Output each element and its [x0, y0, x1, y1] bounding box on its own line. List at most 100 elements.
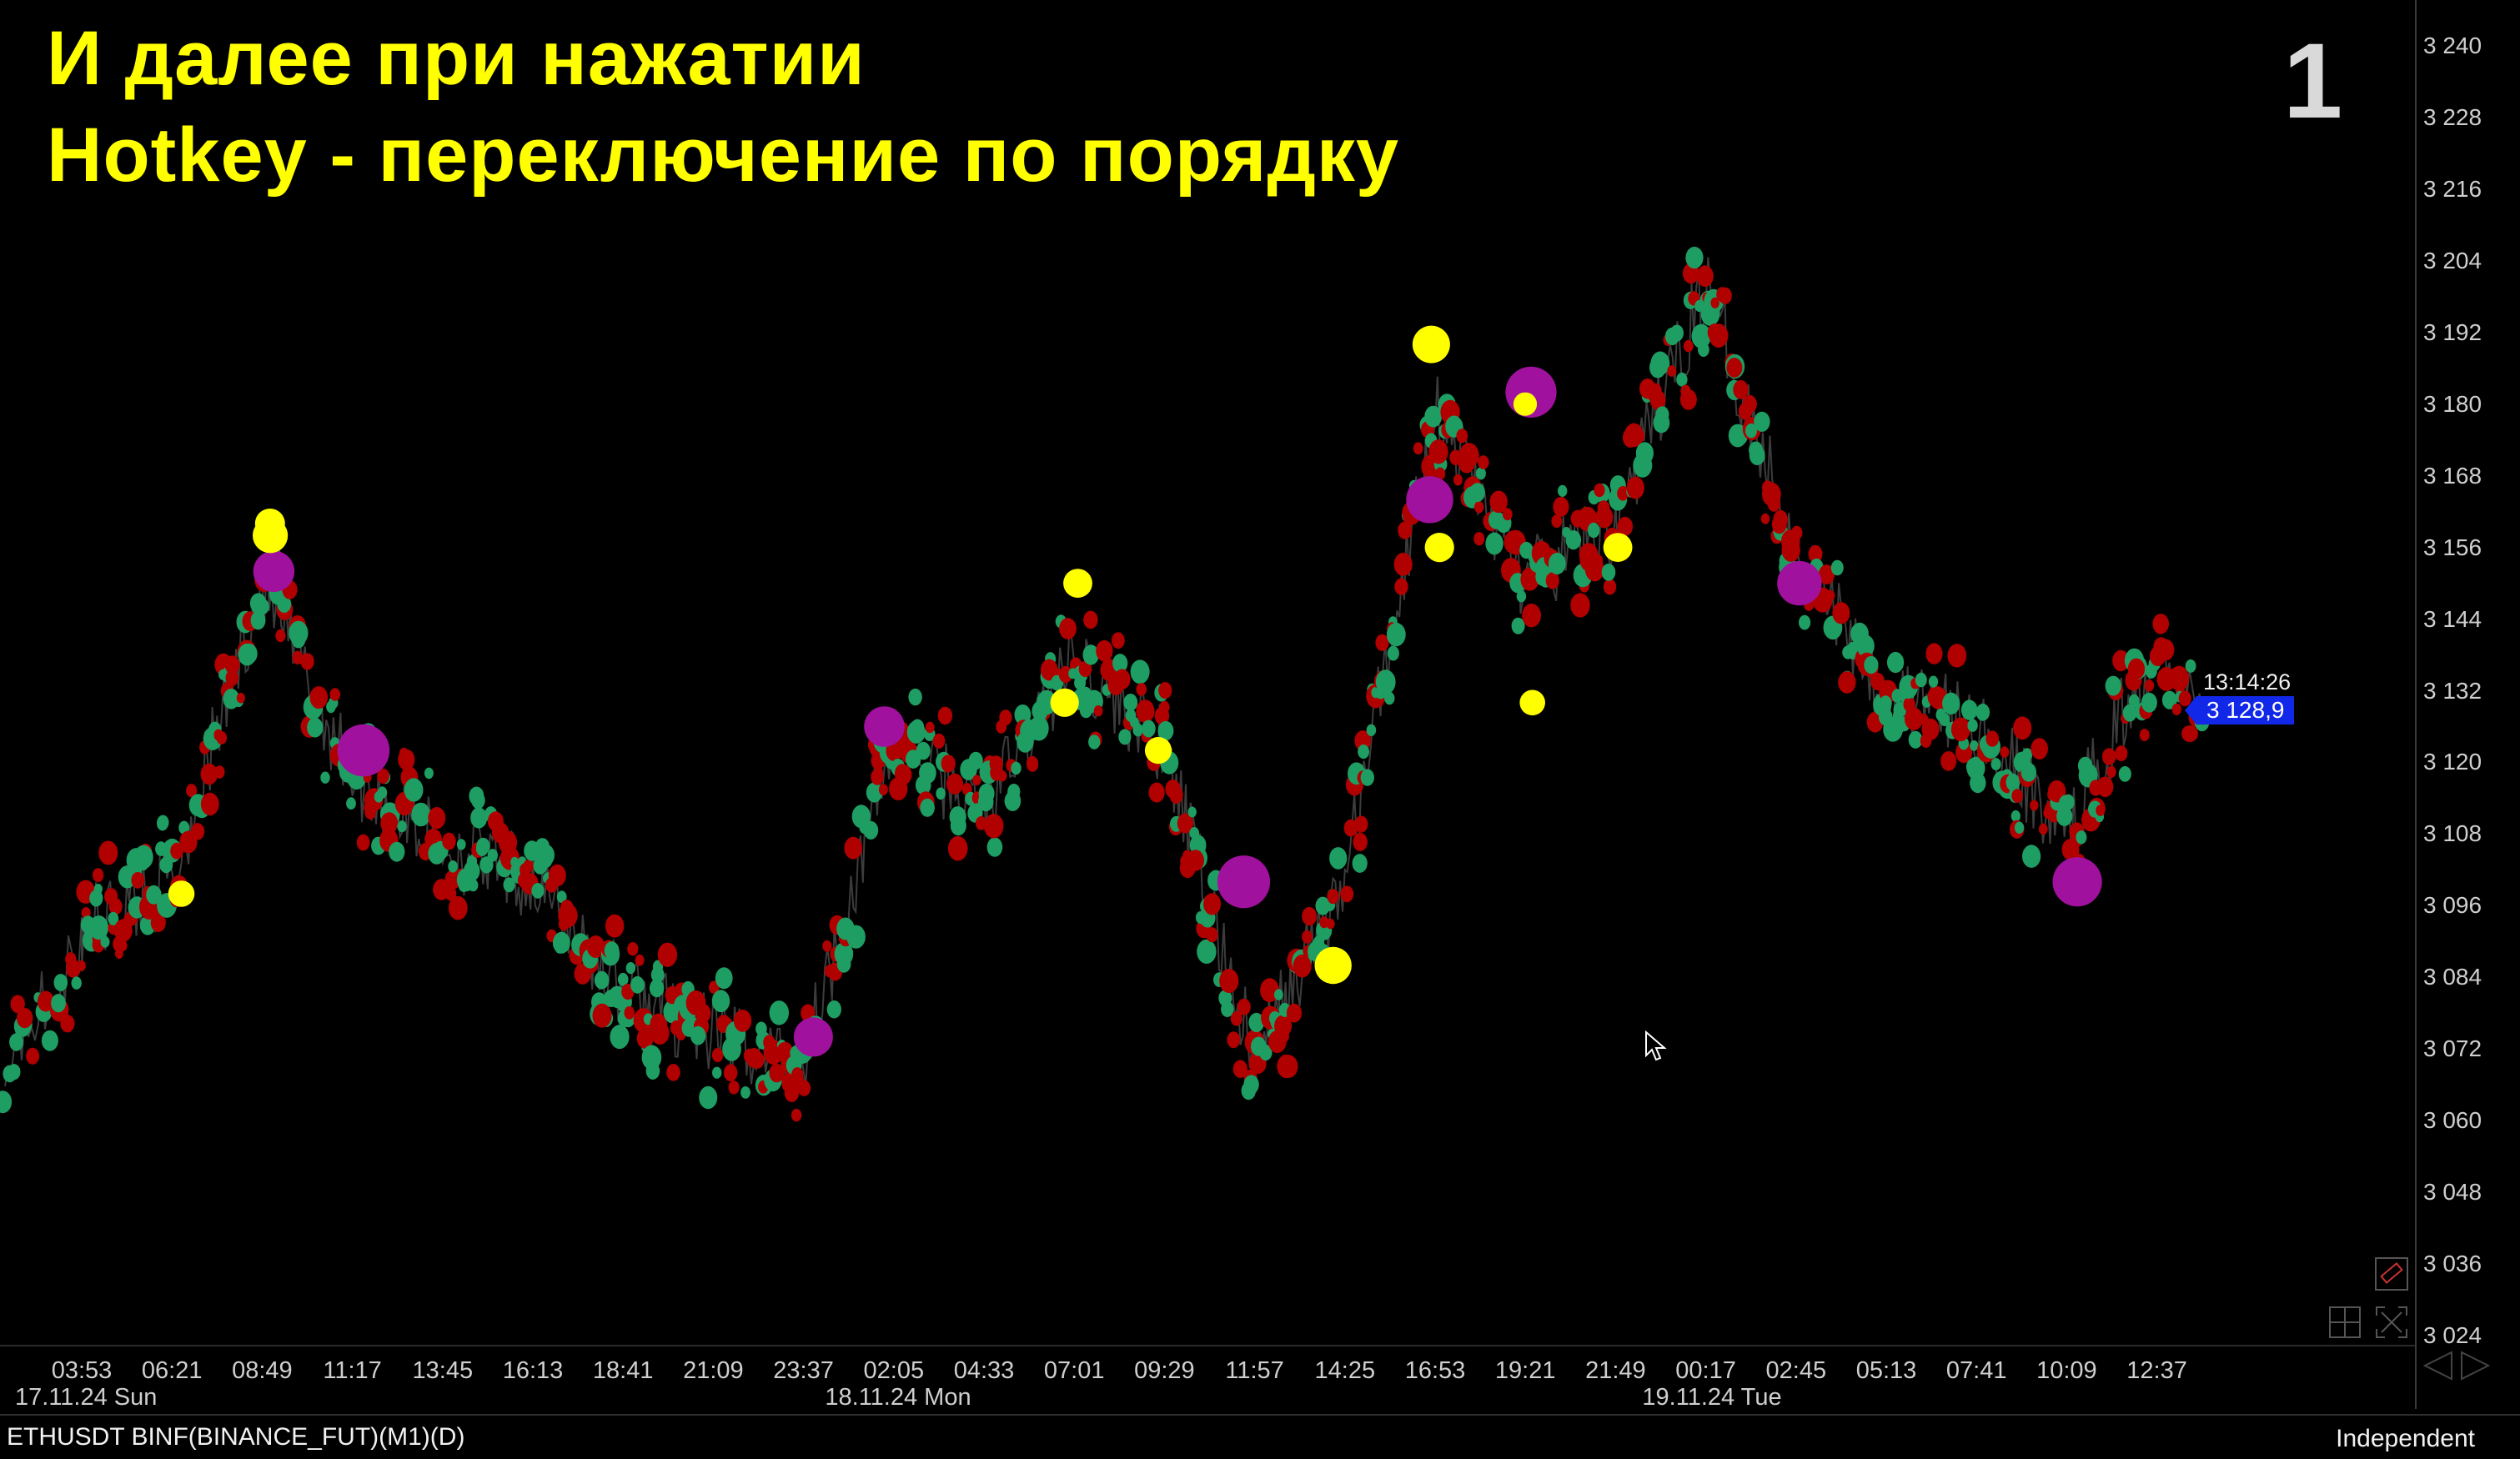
price-axis[interactable]: [2415, 0, 2520, 1409]
fit-screen-icon[interactable]: [2373, 1304, 2410, 1341]
sell-cluster-dot: [118, 940, 128, 952]
grid-icon[interactable]: [2327, 1304, 2363, 1341]
price-tick-label: 3 240: [2423, 33, 2482, 58]
buy-cluster-dot: [1601, 564, 1616, 581]
sell-cluster-dot: [1905, 707, 1923, 730]
price-tick-label: 3 132: [2423, 677, 2482, 704]
huge-trade-bubble[interactable]: [1777, 560, 1822, 606]
large-trade-bubble[interactable]: [1144, 737, 1172, 765]
time-tick-label: 09:29: [1134, 1357, 1195, 1384]
buy-cluster-dot: [411, 802, 431, 827]
buy-cluster-dot: [487, 849, 498, 862]
sell-cluster-dot: [878, 784, 888, 795]
sell-cluster-dot: [1398, 521, 1413, 539]
scale-mode-label[interactable]: Independent: [2336, 1425, 2475, 1452]
sell-cluster-dot: [65, 952, 77, 966]
sell-cluster-dot: [1093, 705, 1103, 717]
ruler-icon[interactable]: [2375, 1257, 2408, 1291]
scroll-arrows-icon[interactable]: [2420, 1347, 2493, 1384]
sell-cluster-dot: [224, 655, 240, 674]
sell-cluster-dot: [1177, 813, 1193, 834]
buy-cluster-dot: [740, 1086, 750, 1099]
sell-cluster-dot: [380, 812, 399, 835]
sell-cluster-dot: [1203, 893, 1222, 915]
large-trade-bubble[interactable]: [1063, 569, 1092, 598]
current-price-label: 3 128,9: [2184, 696, 2295, 724]
buy-cluster-dot: [2161, 690, 2177, 709]
buy-cluster-dot: [863, 820, 879, 840]
buy-cluster-dot: [2141, 692, 2157, 713]
sell-cluster-dot: [627, 942, 639, 956]
sell-cluster-dot: [2139, 729, 2150, 742]
buy-cluster-dot: [146, 885, 162, 905]
symbol-label[interactable]: ETHUSDT BINF(BINANCE_FUT)(M1)(D): [7, 1423, 465, 1451]
time-tick-label: 11:57: [1225, 1357, 1284, 1384]
sell-cluster-dot: [92, 868, 104, 882]
buy-cluster-dot: [712, 1066, 722, 1079]
buy-cluster-dot: [968, 751, 983, 770]
sell-cluster-dot: [1726, 358, 1743, 378]
buy-cluster-dot: [71, 976, 82, 990]
buy-cluster-dot: [1243, 1075, 1259, 1095]
buy-cluster-dot: [1516, 590, 1527, 603]
sell-cluster-dot: [1302, 906, 1318, 926]
buy-cluster-dot: [769, 1000, 789, 1025]
sell-cluster-dot: [236, 692, 245, 704]
large-trade-bubble[interactable]: [1314, 946, 1352, 985]
sell-cluster-dot: [2101, 748, 2116, 765]
huge-trade-bubble[interactable]: [864, 706, 905, 747]
buy-cluster-dot: [2105, 675, 2121, 696]
buy-cluster-dot: [556, 890, 567, 904]
sell-cluster-dot: [711, 1048, 724, 1062]
sell-cluster-dot: [1985, 730, 1999, 747]
sell-cluster-dot: [1206, 927, 1218, 943]
large-trade-bubble[interactable]: [254, 509, 285, 539]
huge-trade-bubble[interactable]: [1406, 476, 1453, 524]
buy-cluster-dot: [2010, 810, 2021, 822]
current-time-label: 13:14:26: [2203, 669, 2292, 694]
sell-cluster-dot: [941, 755, 956, 773]
sell-cluster-dot: [1187, 850, 1204, 871]
buy-cluster-dot: [463, 860, 480, 881]
buy-cluster-dot: [1942, 692, 1960, 714]
price-tick-label: 3 156: [2423, 534, 2482, 560]
huge-trade-bubble[interactable]: [1217, 855, 1271, 909]
sell-cluster-dot: [797, 1080, 811, 1096]
buy-cluster-dot: [469, 786, 484, 806]
large-trade-bubble[interactable]: [168, 880, 195, 907]
buy-cluster-dot: [41, 1030, 58, 1051]
sell-cluster-dot: [1428, 439, 1448, 464]
large-trade-bubble[interactable]: [1513, 392, 1538, 416]
price-chart[interactable]: [0, 0, 2415, 1409]
large-trade-bubble[interactable]: [1519, 689, 1545, 716]
time-tick-label: 08:49: [232, 1357, 293, 1384]
sell-cluster-dot: [1232, 1060, 1247, 1078]
buy-cluster-dot: [908, 688, 922, 706]
buy-cluster-dot: [690, 1025, 706, 1045]
time-tick-label: 07:01: [1043, 1357, 1105, 1384]
huge-trade-bubble[interactable]: [337, 724, 390, 777]
buy-cluster-dot: [53, 974, 68, 991]
time-tick-label: 19:21: [1494, 1357, 1556, 1384]
huge-trade-bubble[interactable]: [253, 550, 295, 592]
buy-cluster-dot: [1011, 761, 1022, 775]
sell-cluster-dot: [1078, 660, 1092, 678]
buy-cluster-dot: [1887, 651, 1905, 674]
buy-cluster-dot: [1187, 806, 1197, 818]
large-trade-bubble[interactable]: [1603, 533, 1633, 562]
large-trade-bubble[interactable]: [1050, 688, 1079, 717]
huge-trade-bubble[interactable]: [793, 1017, 833, 1057]
buy-cluster-dot: [1908, 730, 1923, 749]
huge-trade-bubble[interactable]: [2052, 857, 2102, 907]
buy-cluster-dot: [1358, 745, 1369, 760]
buy-cluster-dot: [645, 1062, 660, 1080]
sell-cluster-dot: [1603, 579, 1617, 595]
large-trade-bubble[interactable]: [1424, 533, 1454, 563]
sell-cluster-dot: [1435, 467, 1446, 480]
sell-cluster-dot: [1680, 384, 1691, 398]
buy-cluster-dot: [1386, 622, 1406, 647]
large-trade-bubble[interactable]: [1412, 325, 1450, 363]
sell-cluster-dot: [523, 859, 534, 873]
sell-cluster-dot: [1733, 379, 1749, 399]
